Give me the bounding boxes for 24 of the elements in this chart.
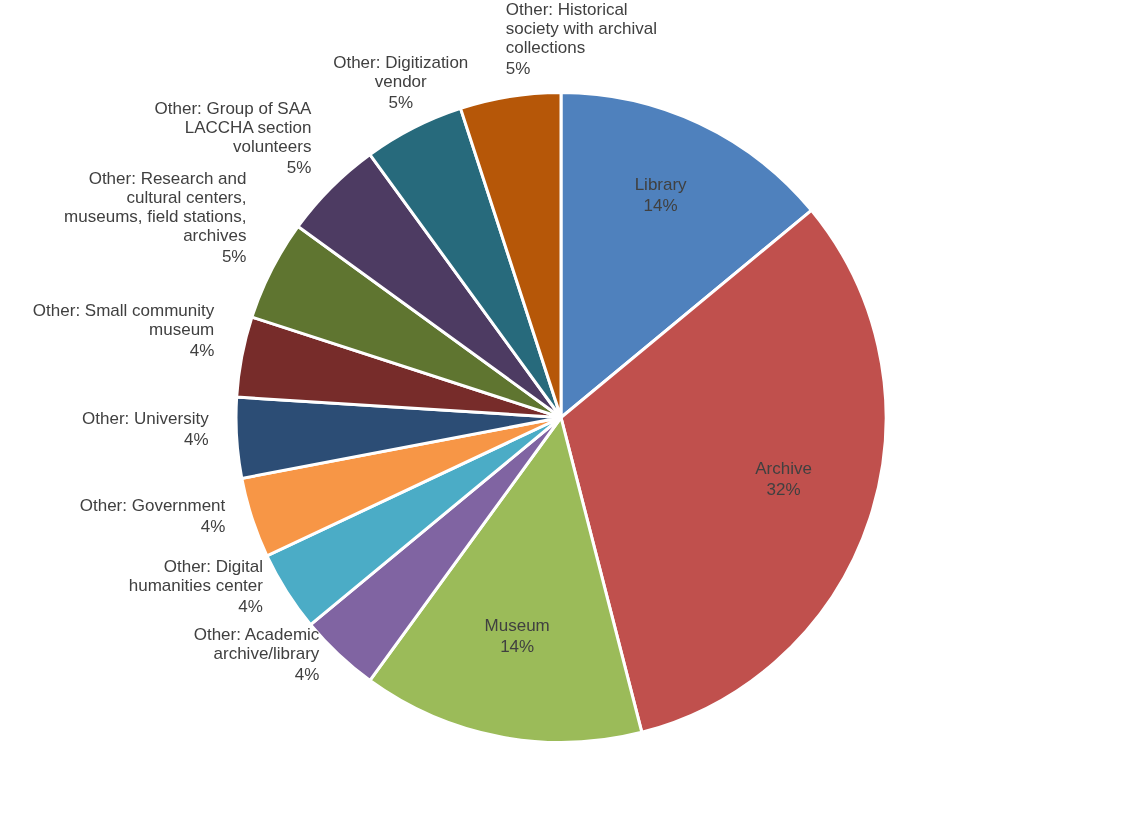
slice-label: Other: University [82, 408, 210, 428]
slice-label: Other: Government [79, 495, 226, 515]
data-label: 4% [184, 429, 209, 449]
slice-label: Archive [755, 458, 812, 478]
data-label: 14% [500, 637, 535, 657]
data-label: 5% [505, 58, 531, 78]
data-label: 4% [294, 664, 320, 684]
data-label: 4% [200, 516, 226, 536]
slice-label: Museum [484, 616, 550, 636]
slice-label: Library [634, 174, 688, 194]
data-label: 5% [286, 157, 312, 177]
data-label: 14% [643, 195, 678, 215]
slice-label: Other: Academic archive/library [193, 624, 320, 663]
slice-label: Other: Historical society with archival collections [505, 0, 657, 57]
slice-label: Other: Research and cultural centers, museums, field stations, archives [64, 169, 247, 246]
data-label: 5% [221, 247, 247, 267]
slice-label: Other: Digitization vendor [333, 52, 469, 91]
data-label: 4% [238, 596, 263, 616]
slice-label: Other: Group of SAA LACCHA section volunteers [154, 98, 313, 156]
slice-label: Other: Digital humanities center [128, 556, 264, 595]
data-label: 4% [189, 341, 215, 361]
data-label: 5% [388, 92, 414, 112]
data-label: 32% [766, 479, 801, 499]
slice-label: Other: Small community museum [32, 301, 215, 340]
